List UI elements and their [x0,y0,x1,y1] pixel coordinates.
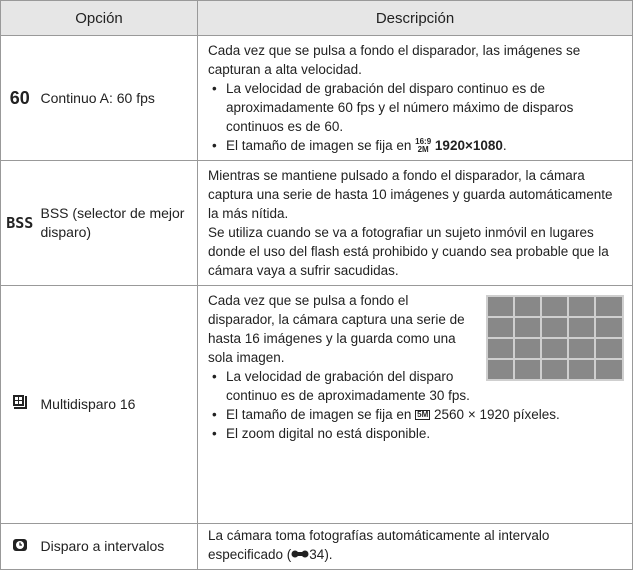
paragraph: Se utiliza cuando se va a fotografiar un… [208,225,609,278]
paragraph: Cada vez que se pulsa a fondo el dispara… [208,43,581,77]
reference-icon [291,550,309,558]
bullets: La velocidad de grabación del disparo co… [208,79,624,155]
bullet: El tamaño de imagen se fija en 5M 2560 ×… [212,405,624,424]
interval-icon [12,539,27,551]
multi-icon [12,395,27,409]
text: . [502,138,507,153]
bullet: El zoom digital no está disponible. [212,424,624,443]
option-name: Continuo A: 60 fps [38,35,198,161]
text: El tamaño de imagen se fija en [226,138,412,153]
option-name: Multidisparo 16 [38,285,198,524]
bullets: La velocidad de grabación del disparo co… [208,367,624,443]
mode-icon [0,523,39,570]
icon-text: 2M [417,145,429,155]
bullet: El tamaño de imagen se fija en 16:92M 19… [212,136,624,155]
text: El tamaño de imagen se fija en [226,407,412,422]
mode-icon: BSS [0,160,39,286]
paragraph: Mientras se mantiene pulsado a fondo el … [208,168,613,221]
header-option: Opción [0,0,198,36]
bullet: La velocidad de grabación del disparo co… [212,79,624,136]
mode-icon: 60 [0,35,39,161]
size-value: 1920×1080 [434,138,503,153]
size-icon: 5M [415,410,431,421]
text: La cámara toma fotografías automáticamen… [208,528,550,562]
option-name: Disparo a intervalos [38,523,198,570]
page: Opción Descripción 60 Continuo A: 60 fps… [0,0,633,555]
icon-text: 16:9 [415,137,432,147]
size-icon: 16:9 2M [415,138,431,154]
description: Cada vez que se pulsa a fondo el dispara… [197,285,633,524]
paragraph: Cada vez que se pulsa a fondo el dispara… [208,293,465,365]
option-name: BSS (selector de mejor disparo) [38,160,198,286]
description: Cada vez que se pulsa a fondo el dispara… [197,35,633,161]
header-description: Descripción [197,0,633,36]
text: 2560 × 1920 píxeles. [434,407,560,422]
mode-icon [0,285,39,524]
description: La cámara toma fotografías automáticamen… [197,523,633,570]
description: Mientras se mantiene pulsado a fondo el … [197,160,633,286]
bullet: La velocidad de grabación del disparo co… [212,367,624,405]
paragraph: La cámara toma fotografías automáticamen… [208,526,624,564]
